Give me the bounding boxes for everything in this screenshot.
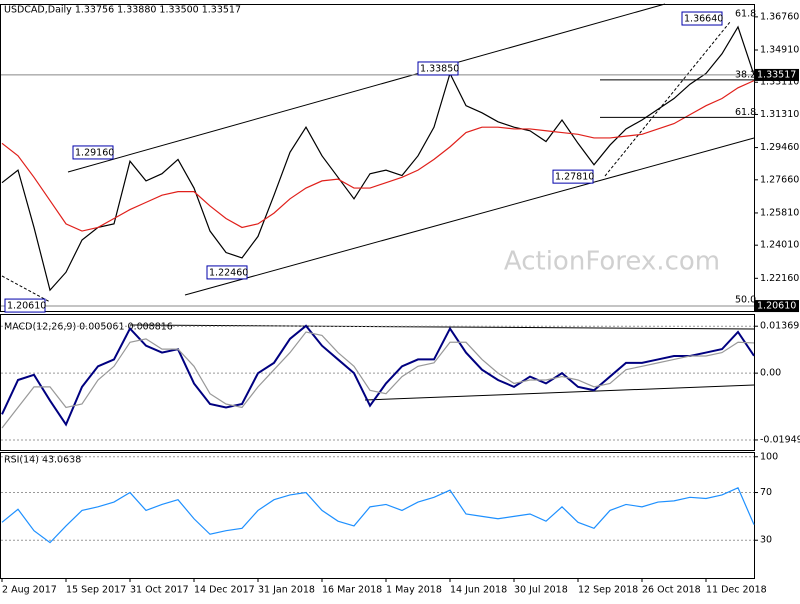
annotation-box (552, 169, 594, 184)
y-tick-label: 1.34910 (760, 44, 799, 55)
fib-label: 61.8 (735, 9, 756, 20)
price-tag (755, 68, 799, 81)
channel-line (184, 137, 755, 296)
annotation-box (206, 265, 248, 280)
x-tick-label: 2 Aug 2017 (2, 585, 57, 596)
y-tick-label: 1.22160 (760, 273, 799, 284)
chart-title: USDCAD,Daily 1.33756 1.33880 1.33500 1.3… (4, 5, 241, 16)
annotation-label: 1.27810 (555, 172, 594, 183)
x-tick-label: 11 Dec 2018 (706, 585, 767, 596)
watermark: ActionForex.com (504, 247, 720, 277)
rsi-title: RSI(14) 43.0638 (4, 455, 81, 466)
y-tick-label: 1.36760 (760, 11, 799, 22)
price-tag (755, 300, 799, 313)
x-tick-label: 16 Mar 2018 (322, 585, 382, 596)
series-line (1, 25, 755, 292)
price-tag-label: 1.33517 (757, 69, 796, 80)
annotation-label: 1.20610 (7, 301, 46, 312)
annotation-box (4, 298, 46, 313)
y-tick-label: 1.27660 (760, 174, 799, 185)
y-tick-label: 1.31310 (760, 109, 799, 120)
y-tick-label: 100 (760, 451, 778, 462)
macd-panel (0, 314, 755, 451)
fib-label: 61.8 (735, 107, 756, 118)
price-tag-label: 1.20610 (757, 301, 796, 312)
y-tick-label: 0.01369 (760, 321, 799, 332)
series-line (1, 324, 755, 427)
annotation-label: 1.29160 (75, 147, 114, 158)
rsi-panel (0, 452, 755, 579)
y-tick-label: 30 (760, 535, 772, 546)
fib-label: 38.2 (735, 69, 756, 80)
x-tick-label: 14 Jun 2018 (450, 585, 507, 596)
x-tick-label: 14 Dec 2017 (194, 585, 255, 596)
x-tick-label: 31 Oct 2017 (130, 585, 189, 596)
annotation-label: 1.33850 (420, 63, 459, 74)
trend-line (604, 21, 731, 177)
series-line (1, 331, 755, 429)
channel-line (67, 3, 666, 173)
y-tick-label: 1.25810 (760, 207, 799, 218)
y-tick-label: 1.24010 (760, 240, 799, 251)
macd-trend-line (364, 384, 755, 401)
annotation-label: 1.36640 (684, 14, 723, 25)
series-line (1, 80, 755, 232)
x-tick-label: 30 Jul 2018 (514, 585, 568, 596)
x-tick-label: 31 Jan 2018 (258, 585, 315, 596)
y-tick-label: 1.33110 (760, 77, 799, 88)
fib-label: 50.0 (735, 295, 756, 306)
macd-title: MACD(12,26,9) 0.005061 0.008816 (4, 322, 173, 333)
x-tick-label: 26 Oct 2018 (642, 585, 701, 596)
y-tick-label: 0.00 (760, 368, 781, 379)
x-tick-label: 1 May 2018 (386, 585, 442, 596)
y-tick-label: 70 (760, 487, 772, 498)
annotation-label: 1.22460 (209, 267, 248, 278)
annotation-box (72, 145, 114, 160)
trend-line (1, 275, 51, 303)
x-tick-label: 15 Sep 2017 (66, 585, 126, 596)
series-line (1, 486, 755, 544)
x-tick-label: 12 Sep 2018 (578, 585, 638, 596)
macd-trend-line (129, 324, 755, 330)
annotation-box (417, 61, 459, 76)
y-tick-label: 1.29460 (760, 142, 799, 153)
annotation-box (681, 11, 723, 26)
price-panel (0, 4, 755, 312)
